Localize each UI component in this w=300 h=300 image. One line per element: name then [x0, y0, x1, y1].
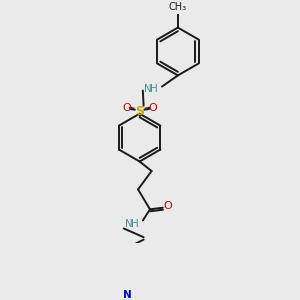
Text: H: H: [131, 220, 139, 230]
Text: S: S: [135, 105, 144, 118]
Text: N: N: [144, 84, 152, 94]
Text: N: N: [123, 290, 132, 300]
Text: CH₃: CH₃: [169, 2, 187, 12]
Text: O: O: [148, 103, 157, 113]
Text: N: N: [124, 220, 132, 230]
Text: O: O: [122, 103, 131, 113]
Text: H: H: [150, 84, 158, 94]
Text: O: O: [163, 201, 172, 211]
